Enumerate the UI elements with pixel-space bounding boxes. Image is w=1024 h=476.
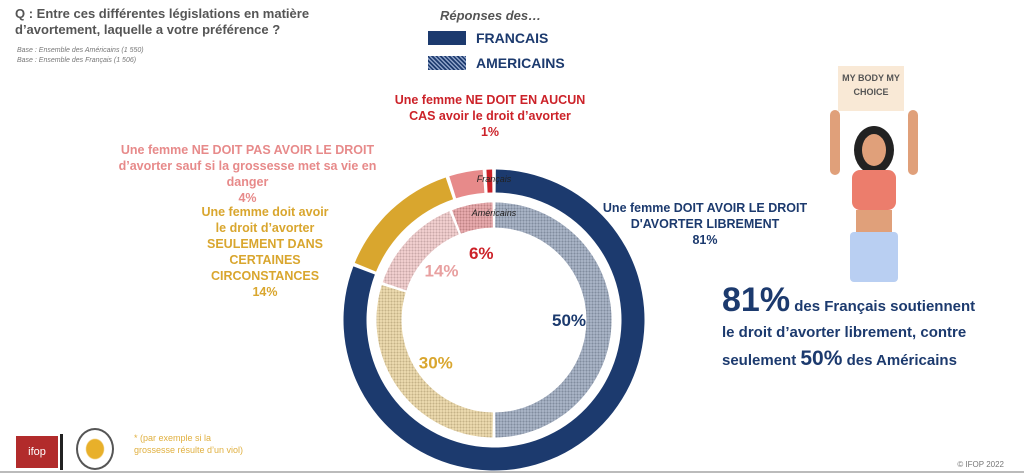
data-label-americains: 30% bbox=[419, 353, 453, 372]
data-label-americains: 14% bbox=[424, 262, 458, 281]
segment-pattern-1 bbox=[376, 285, 493, 438]
base-americains: Base : Ensemble des Américains (1 550) bbox=[17, 47, 144, 54]
segment-français-2 bbox=[449, 169, 485, 199]
woman-illustration bbox=[830, 110, 918, 282]
legend-title: Réponses des… bbox=[440, 8, 542, 23]
legend-label-americains: AMERICAINS bbox=[476, 55, 565, 71]
label-librement: Une femme DOIT AVOIR LE DROIT D'AVORTER … bbox=[602, 201, 808, 247]
segment-français-1 bbox=[354, 177, 454, 272]
label-aucun-cas: Une femme NE DOIT EN AUCUN CAS avoir le … bbox=[394, 93, 586, 139]
footnote: * (par exemple si la grossesse résulte d… bbox=[134, 433, 244, 455]
question: Q : Entre ces différentes législations e… bbox=[15, 6, 310, 37]
logo-divider bbox=[60, 434, 63, 470]
label-sauf-danger: Une femme NE DOIT PAS AVOIR LE DROIT d’a… bbox=[118, 143, 377, 205]
segment-pattern-0 bbox=[495, 202, 612, 438]
bottom-divider bbox=[0, 471, 1024, 473]
data-label-americains: 6% bbox=[469, 244, 494, 263]
copyright: © IFOP 2022 bbox=[957, 460, 1004, 469]
partner-logo bbox=[76, 428, 114, 470]
ring-label: Français bbox=[477, 174, 512, 184]
ring-label: Américains bbox=[471, 208, 517, 218]
label-certaines-circonstances: Une femme doit avoir le droit d’avorter … bbox=[201, 205, 329, 299]
protest-sign: MY BODY MY CHOICE bbox=[838, 66, 904, 111]
segment-pattern-3 bbox=[452, 202, 493, 234]
key-message: 81% des Français soutiennent le droit d’… bbox=[722, 281, 976, 370]
legend-swatch-francais bbox=[428, 31, 466, 45]
ifop-logo: ifop bbox=[16, 436, 58, 468]
legend-swatch-americains bbox=[428, 56, 466, 70]
legend-label-francais: FRANCAIS bbox=[476, 30, 549, 46]
data-label-americains: 50% bbox=[552, 311, 586, 330]
segment-français-3 bbox=[486, 169, 493, 193]
segment-pattern-2 bbox=[382, 211, 459, 291]
base-francais: Base : Ensemble des Français (1 506) bbox=[17, 57, 137, 64]
